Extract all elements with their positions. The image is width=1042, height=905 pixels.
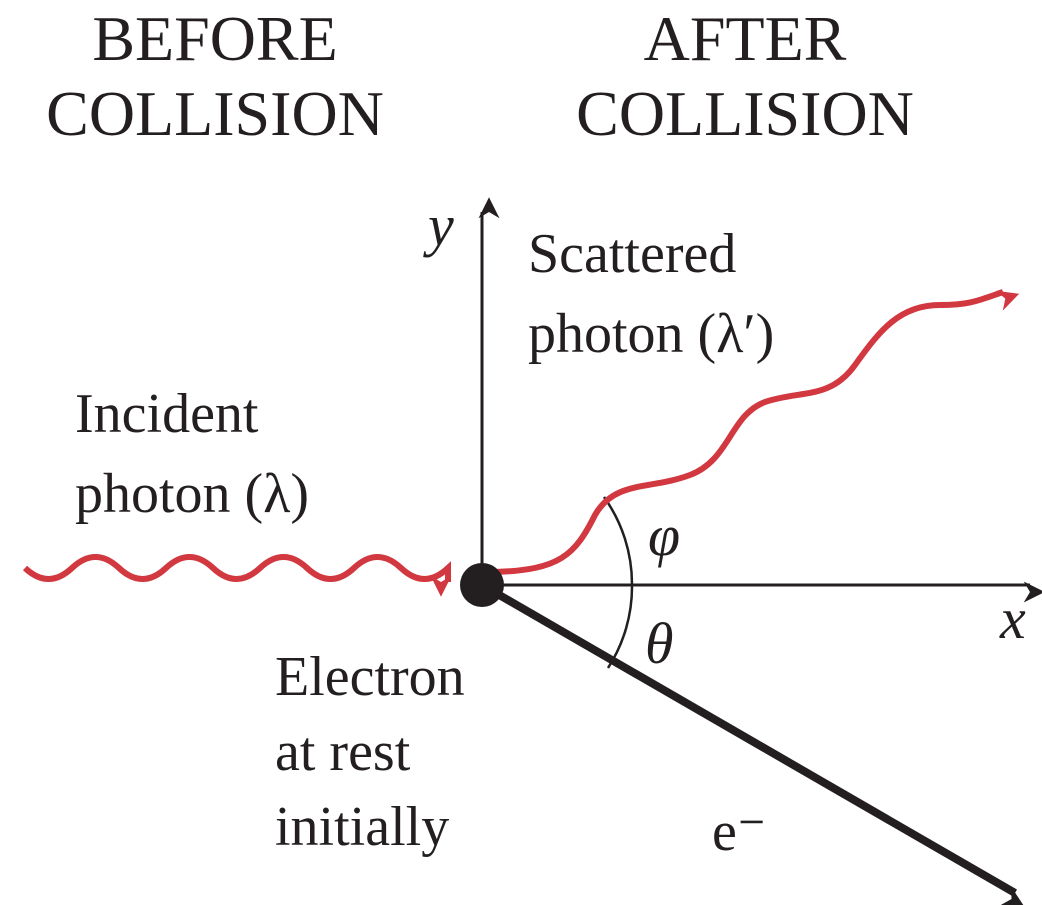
label: photon (λ) <box>75 463 309 525</box>
label: at rest <box>275 721 411 783</box>
incident-photon <box>22 554 452 597</box>
label: Incident <box>75 383 259 445</box>
heading: BEFORE <box>92 3 337 74</box>
angle-arc <box>602 496 634 669</box>
electron <box>460 563 504 607</box>
heading: COLLISION <box>46 78 384 149</box>
label: initially <box>275 796 449 858</box>
electron-path <box>479 581 1025 905</box>
label: e⁻ <box>712 801 766 863</box>
label: Scattered <box>528 223 736 285</box>
axis-label: x <box>999 586 1026 651</box>
angle-label: φ <box>648 503 680 568</box>
heading: AFTER <box>644 3 847 74</box>
label: photon (λ′) <box>528 303 774 365</box>
axis-label: y <box>423 193 454 258</box>
scattered-photon <box>494 289 1020 575</box>
angle-label: θ <box>645 611 674 676</box>
heading: COLLISION <box>576 78 914 149</box>
label: Electron <box>275 646 465 708</box>
